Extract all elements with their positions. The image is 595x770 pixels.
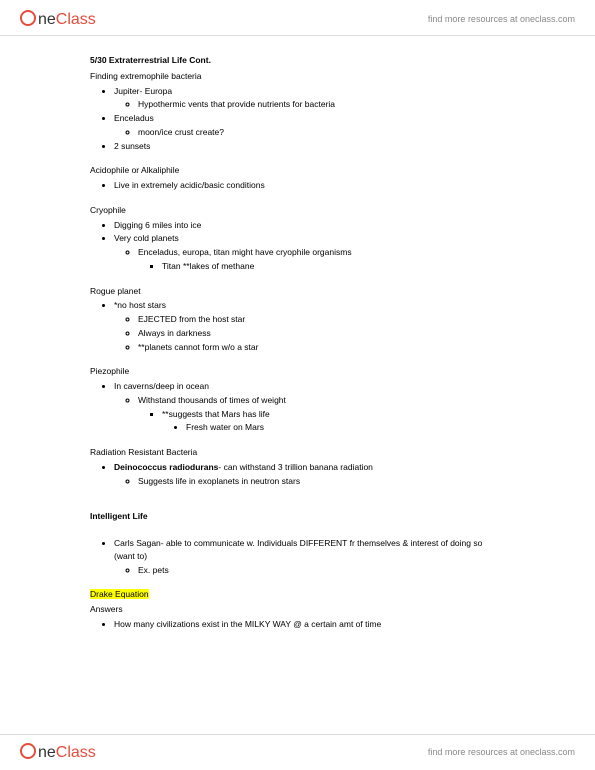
brand-logo: neClass bbox=[20, 8, 96, 29]
list-item: How many civilizations exist in the MILK… bbox=[114, 618, 505, 631]
doc-title: 5/30 Extraterrestrial Life Cont. bbox=[90, 54, 505, 67]
list-item: Always in darkness bbox=[138, 327, 505, 340]
list-item: Fresh water on Mars bbox=[186, 421, 505, 434]
list-acidophile: Live in extremely acidic/basic condition… bbox=[90, 179, 505, 192]
section-title: Intelligent Life bbox=[90, 510, 505, 523]
logo-circle-icon bbox=[20, 10, 36, 26]
bold-term: Deinococcus radiodurans bbox=[114, 462, 218, 472]
list-item: Very cold planets Enceladus, europa, tit… bbox=[114, 232, 505, 272]
list-item: Withstand thousands of times of weight *… bbox=[138, 394, 505, 434]
list-item: Suggests life in exoplanets in neutron s… bbox=[138, 475, 505, 488]
item-text: Enceladus bbox=[114, 113, 154, 123]
item-text: In caverns/deep in ocean bbox=[114, 381, 209, 391]
list-item: *no host stars EJECTED from the host sta… bbox=[114, 299, 505, 353]
item-text: *no host stars bbox=[114, 300, 166, 310]
item-text: - can withstand 3 trillion banana radiat… bbox=[218, 462, 373, 472]
list-item: **planets cannot form w/o a star bbox=[138, 341, 505, 354]
list-item: Enceladus moon/ice crust create? bbox=[114, 112, 505, 139]
list-item: Live in extremely acidic/basic condition… bbox=[114, 179, 505, 192]
list-drake: How many civilizations exist in the MILK… bbox=[90, 618, 505, 631]
logo-text-class: Class bbox=[56, 744, 96, 762]
list-item: **suggests that Mars has life Fresh wate… bbox=[162, 408, 505, 435]
brand-logo-footer: neClass bbox=[20, 741, 96, 762]
section-title: Piezophile bbox=[90, 365, 505, 378]
list-item: Titan **lakes of methane bbox=[162, 260, 505, 273]
list-radiation: Deinococcus radiodurans- can withstand 3… bbox=[90, 461, 505, 488]
logo-text-class: Class bbox=[56, 11, 96, 29]
list-extremophile: Jupiter- Europa Hypothermic vents that p… bbox=[90, 85, 505, 153]
section-title: Rogue planet bbox=[90, 285, 505, 298]
list-piezophile: In caverns/deep in ocean Withstand thous… bbox=[90, 380, 505, 434]
highlight-text: Drake Equation bbox=[90, 589, 149, 599]
item-text: Enceladus, europa, titan might have cryo… bbox=[138, 247, 352, 257]
logo-circle-icon bbox=[20, 743, 36, 759]
footer-tagline: find more resources at oneclass.com bbox=[428, 747, 575, 757]
section-title: Cryophile bbox=[90, 204, 505, 217]
list-item: Jupiter- Europa Hypothermic vents that p… bbox=[114, 85, 505, 112]
list-item: Digging 6 miles into ice bbox=[114, 219, 505, 232]
document-body: 5/30 Extraterrestrial Life Cont. Finding… bbox=[0, 36, 595, 672]
section-intro: Finding extremophile bacteria bbox=[90, 70, 505, 83]
item-text: Jupiter- Europa bbox=[114, 86, 172, 96]
page-header: neClass find more resources at oneclass.… bbox=[0, 0, 595, 36]
list-item: EJECTED from the host star bbox=[138, 313, 505, 326]
item-text: Carls Sagan- able to communicate w. Indi… bbox=[114, 538, 482, 561]
item-text: Withstand thousands of times of weight bbox=[138, 395, 286, 405]
section-title-highlight: Drake Equation bbox=[90, 588, 505, 601]
logo-text-one: ne bbox=[38, 11, 56, 29]
item-text: Very cold planets bbox=[114, 233, 179, 243]
list-item: Deinococcus radiodurans- can withstand 3… bbox=[114, 461, 505, 488]
list-rogue: *no host stars EJECTED from the host sta… bbox=[90, 299, 505, 353]
list-item: Ex. pets bbox=[138, 564, 505, 577]
section-sub: Answers bbox=[90, 603, 505, 616]
header-tagline: find more resources at oneclass.com bbox=[428, 14, 575, 24]
list-cryophile: Digging 6 miles into ice Very cold plane… bbox=[90, 219, 505, 273]
list-item: 2 sunsets bbox=[114, 140, 505, 153]
list-item: Hypothermic vents that provide nutrients… bbox=[138, 98, 505, 111]
list-item: Enceladus, europa, titan might have cryo… bbox=[138, 246, 505, 273]
logo-text-one: ne bbox=[38, 744, 56, 762]
item-text: **suggests that Mars has life bbox=[162, 409, 270, 419]
list-item: In caverns/deep in ocean Withstand thous… bbox=[114, 380, 505, 434]
section-title: Acidophile or Alkaliphile bbox=[90, 164, 505, 177]
list-item: moon/ice crust create? bbox=[138, 126, 505, 139]
list-item: Carls Sagan- able to communicate w. Indi… bbox=[114, 537, 505, 576]
list-intelligent: Carls Sagan- able to communicate w. Indi… bbox=[90, 537, 505, 576]
page-footer: neClass find more resources at oneclass.… bbox=[0, 734, 595, 770]
section-title: Radiation Resistant Bacteria bbox=[90, 446, 505, 459]
